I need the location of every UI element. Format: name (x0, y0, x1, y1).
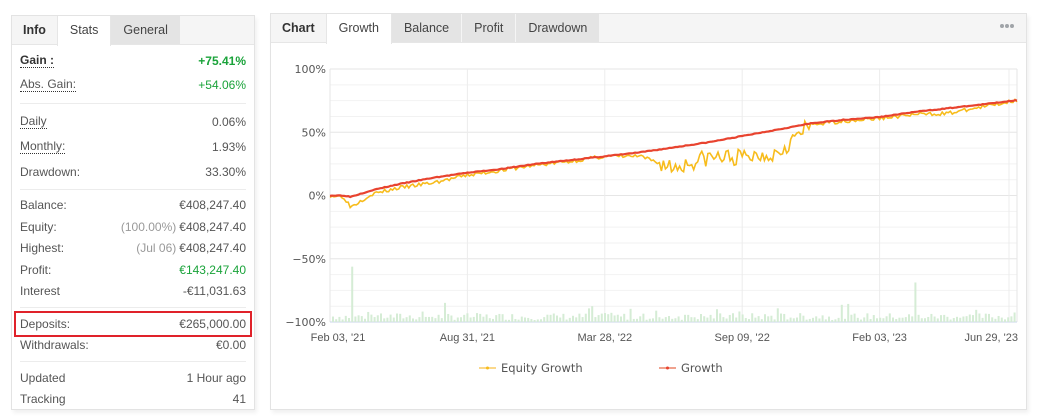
tab-info[interactable]: Info (23, 23, 46, 37)
svg-text:Feb 03, '21: Feb 03, '21 (311, 332, 366, 344)
equity-value-wrap: (100.00%) €408,247.40 (121, 220, 246, 234)
stat-abs-gain: Abs. Gain: +54.06% (20, 72, 246, 98)
svg-text:50%: 50% (302, 126, 326, 139)
svg-text:Feb 03, '23: Feb 03, '23 (852, 332, 907, 344)
svg-text:Mar 28, '22: Mar 28, '22 (577, 332, 632, 344)
monthly-label[interactable]: Monthly: (20, 139, 66, 154)
stat-drawdown: Drawdown: 33.30% (20, 160, 246, 184)
divider (20, 307, 246, 308)
highest-label: Highest: (20, 241, 65, 256)
stat-monthly: Monthly: 1.93% (20, 135, 246, 160)
gain-value: +75.41% (198, 53, 246, 68)
interest-value: -€11,031.63 (182, 284, 246, 299)
divider (20, 361, 246, 362)
equity-percent: (100.00%) (120, 219, 177, 234)
stats-panel: Info Stats General Gain : +75.41% Abs. G… (11, 15, 255, 410)
chart-grid (329, 68, 1018, 323)
stat-highest: Highest: (Jul 06) €408,247.40 (20, 238, 246, 260)
equity-label: Equity: (20, 219, 57, 234)
monthly-value: 1.93% (211, 140, 246, 154)
deposits-label: Deposits: (20, 316, 71, 331)
stat-gain: Gain : +75.41% (20, 50, 246, 72)
stat-equity: Equity: (100.00%) €408,247.40 (20, 216, 246, 238)
highest-date: (Jul 06) (136, 241, 177, 256)
legend-label-growth: Growth (681, 361, 723, 375)
volume-bars (332, 266, 1016, 322)
chart-tabbar: Chart Growth Balance Profit Drawdown (271, 14, 1026, 44)
svg-text:Aug 31, '21: Aug 31, '21 (440, 332, 495, 344)
svg-text:0%: 0% (309, 190, 326, 203)
profit-value: €143,247.40 (179, 262, 246, 277)
tracking-value: 41 (232, 392, 246, 407)
deposits-value: €265,000.00 (179, 316, 246, 331)
legend-label-equity-growth: Equity Growth (501, 361, 583, 375)
stats-list: Gain : +75.41% Abs. Gain: +54.06% Daily … (12, 45, 254, 410)
more-horizontal-icon[interactable] (1000, 24, 1014, 28)
daily-label[interactable]: Daily (20, 113, 47, 129)
tracking-label: Tracking (20, 392, 66, 407)
tab-balance[interactable]: Balance (391, 14, 463, 42)
daily-value: 0.06% (211, 114, 246, 129)
svg-text:−50%: −50% (292, 253, 326, 266)
equity-value: €408,247.40 (179, 219, 246, 234)
abs-gain-label[interactable]: Abs. Gain: (20, 76, 77, 92)
svg-text:Jun 29, '23: Jun 29, '23 (965, 332, 1018, 344)
growth-line (329, 99, 1018, 199)
profit-label: Profit: (20, 262, 52, 277)
interest-label: Interest (20, 284, 61, 299)
drawdown-value: 33.30% (205, 164, 246, 179)
y-axis: 100% 50% 0% −50% −100% (285, 63, 326, 329)
stat-balance: Balance: €408,247.40 (20, 195, 246, 217)
stat-deposits-highlighted: Deposits: €265,000.00 (14, 311, 252, 337)
tab-profit[interactable]: Profit (462, 14, 517, 42)
highest-value-wrap: (Jul 06) €408,247.40 (136, 241, 246, 255)
drawdown-label: Drawdown: (20, 164, 81, 179)
svg-text:−100%: −100% (285, 316, 326, 329)
tab-drawdown[interactable]: Drawdown (516, 14, 600, 42)
x-axis: Feb 03, '21 Aug 31, '21 Mar 28, '22 Sep 09,… (311, 332, 1018, 344)
stat-updated: Updated 1 Hour ago (20, 367, 246, 389)
abs-gain-value: +54.06% (198, 77, 246, 92)
svg-text:100%: 100% (295, 63, 326, 76)
withdrawals-label: Withdrawals: (20, 338, 89, 353)
tab-chart[interactable]: Chart (282, 21, 315, 35)
tab-general[interactable]: General (111, 16, 180, 44)
divider (20, 102, 246, 104)
updated-label: Updated (20, 370, 66, 385)
stats-tabbar: Info Stats General (12, 16, 254, 46)
withdrawals-value: €0.00 (215, 338, 246, 353)
legend-item-equity-growth[interactable]: Equity Growth (479, 361, 583, 375)
legend-item-growth[interactable]: Growth (659, 361, 723, 375)
tab-growth[interactable]: Growth (325, 14, 392, 44)
stat-profit: Profit: €143,247.40 (20, 259, 246, 281)
chart-legend: Equity Growth Growth (479, 361, 723, 375)
highest-value: €408,247.40 (179, 241, 246, 256)
balance-value: €408,247.40 (179, 198, 246, 213)
stat-interest: Interest -€11,031.63 (20, 281, 246, 303)
gain-label[interactable]: Gain : (20, 52, 55, 68)
divider (20, 188, 246, 190)
stat-tracking: Tracking 41 (20, 389, 246, 411)
tab-stats[interactable]: Stats (56, 16, 112, 46)
updated-value: 1 Hour ago (186, 370, 246, 385)
stat-withdrawals: Withdrawals: €0.00 (20, 335, 246, 357)
balance-label: Balance: (20, 198, 67, 213)
equity-growth-line (329, 98, 1018, 210)
stat-daily: Daily 0.06% (20, 109, 246, 135)
svg-text:Sep 09, '22: Sep 09, '22 (715, 332, 770, 344)
